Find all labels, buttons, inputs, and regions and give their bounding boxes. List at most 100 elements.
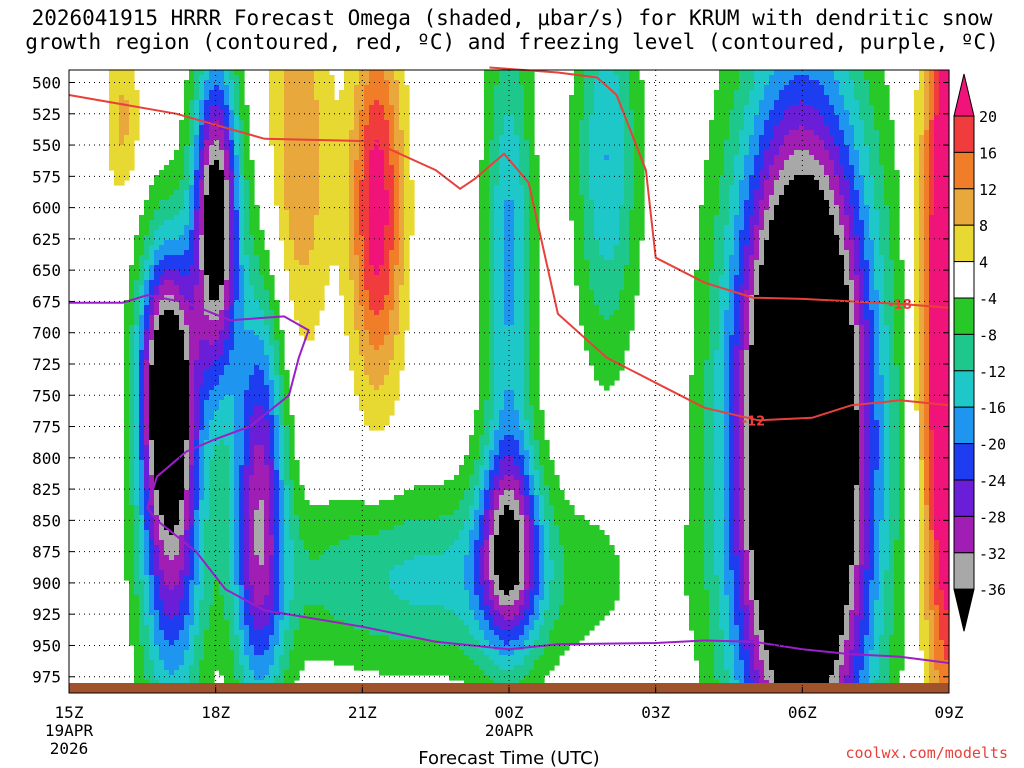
omega-cell bbox=[174, 590, 180, 596]
omega-cell bbox=[334, 165, 340, 171]
omega-cell bbox=[289, 260, 295, 266]
omega-cell bbox=[159, 460, 165, 466]
omega-cell bbox=[289, 115, 295, 121]
omega-cell bbox=[154, 660, 160, 666]
omega-cell bbox=[309, 320, 315, 326]
omega-cell bbox=[319, 135, 325, 141]
omega-cell bbox=[294, 220, 300, 226]
omega-cell bbox=[254, 670, 260, 676]
omega-cell bbox=[159, 275, 165, 281]
omega-cell bbox=[329, 200, 335, 206]
omega-cell bbox=[189, 280, 195, 286]
omega-cell bbox=[339, 555, 345, 561]
omega-cell bbox=[154, 345, 160, 351]
omega-cell bbox=[209, 145, 215, 151]
omega-cell bbox=[284, 370, 290, 376]
omega-cell bbox=[169, 280, 175, 286]
omega-cell bbox=[259, 495, 265, 501]
omega-cell bbox=[269, 495, 275, 501]
omega-cell bbox=[119, 110, 125, 116]
omega-cell bbox=[179, 160, 185, 166]
omega-cell bbox=[184, 395, 190, 401]
omega-cell bbox=[219, 620, 225, 626]
omega-cell bbox=[244, 165, 250, 171]
omega-cell bbox=[229, 635, 235, 641]
omega-cell bbox=[264, 665, 270, 671]
omega-cell bbox=[359, 550, 365, 556]
omega-cell bbox=[119, 135, 125, 141]
omega-cell bbox=[359, 645, 365, 651]
omega-cell bbox=[199, 175, 205, 181]
omega-cell bbox=[169, 615, 175, 621]
omega-cell bbox=[334, 145, 340, 151]
omega-cell bbox=[159, 335, 165, 341]
omega-cell bbox=[169, 655, 175, 661]
omega-cell bbox=[119, 120, 125, 126]
omega-cell bbox=[264, 415, 270, 421]
omega-cell bbox=[184, 590, 190, 596]
omega-cell bbox=[189, 490, 195, 496]
omega-cell bbox=[224, 645, 230, 651]
omega-cell bbox=[234, 560, 240, 566]
omega-cell bbox=[244, 340, 250, 346]
omega-cell bbox=[204, 580, 210, 586]
omega-cell bbox=[254, 420, 260, 426]
omega-cell bbox=[254, 590, 260, 596]
omega-cell bbox=[244, 635, 250, 641]
omega-cell bbox=[344, 550, 350, 556]
omega-cell bbox=[274, 100, 280, 106]
omega-cell bbox=[314, 100, 320, 106]
omega-cell bbox=[279, 115, 285, 121]
omega-cell bbox=[334, 230, 340, 236]
omega-cell bbox=[319, 235, 325, 241]
omega-cell bbox=[359, 370, 365, 376]
omega-cell bbox=[209, 340, 215, 346]
omega-cell bbox=[214, 330, 220, 336]
omega-cell bbox=[229, 145, 235, 151]
omega-cell bbox=[284, 205, 290, 211]
omega-cell bbox=[154, 490, 160, 496]
omega-cell bbox=[199, 195, 205, 201]
omega-cell bbox=[129, 310, 135, 316]
omega-cell bbox=[279, 635, 285, 641]
omega-cell bbox=[289, 150, 295, 156]
omega-cell bbox=[329, 640, 335, 646]
omega-cell bbox=[194, 495, 200, 501]
omega-cell bbox=[204, 250, 210, 256]
omega-cell bbox=[324, 105, 330, 111]
omega-cell bbox=[184, 635, 190, 641]
omega-cell bbox=[334, 555, 340, 561]
omega-cell bbox=[319, 125, 325, 131]
omega-cell bbox=[189, 520, 195, 526]
omega-cell bbox=[219, 585, 225, 591]
omega-cell bbox=[179, 290, 185, 296]
omega-cell bbox=[199, 205, 205, 211]
omega-cell bbox=[209, 135, 215, 141]
omega-cell bbox=[219, 440, 225, 446]
omega-cell bbox=[224, 355, 230, 361]
omega-cell bbox=[239, 180, 245, 186]
omega-cell bbox=[269, 115, 275, 121]
omega-cell bbox=[274, 575, 280, 581]
omega-cell bbox=[149, 500, 155, 506]
omega-cell bbox=[264, 390, 270, 396]
omega-cell bbox=[124, 370, 130, 376]
omega-cell bbox=[299, 620, 305, 626]
omega-cell bbox=[204, 425, 210, 431]
omega-cell bbox=[249, 300, 255, 306]
omega-cell bbox=[109, 85, 115, 91]
omega-cell bbox=[294, 635, 300, 641]
omega-cell bbox=[239, 120, 245, 126]
omega-cell bbox=[179, 670, 185, 676]
omega-cell bbox=[229, 515, 235, 521]
omega-cell bbox=[209, 600, 215, 606]
omega-cell bbox=[124, 530, 130, 536]
omega-cell bbox=[194, 570, 200, 576]
omega-cell bbox=[134, 255, 140, 261]
omega-cell bbox=[204, 355, 210, 361]
omega-cell bbox=[319, 250, 325, 256]
omega-cell bbox=[219, 335, 225, 341]
omega-cell bbox=[354, 155, 360, 161]
omega-cell bbox=[354, 345, 360, 351]
omega-cell bbox=[144, 550, 150, 556]
